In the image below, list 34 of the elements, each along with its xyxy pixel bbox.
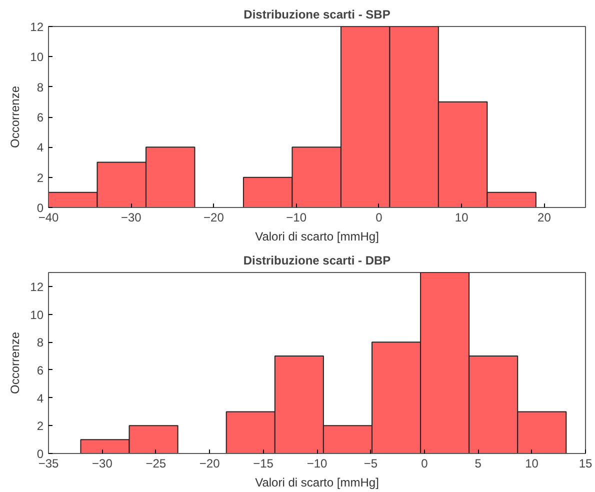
x-tick-label: −20 (204, 210, 224, 224)
x-tick-label: 5 (474, 456, 482, 470)
x-tick-label: −10 (306, 456, 328, 470)
x-tick-label: 0 (376, 210, 383, 224)
x-tick-label: 0 (421, 456, 428, 470)
y-axis-title: Occorrenze (8, 86, 22, 148)
y-tick-label: 12 (30, 280, 44, 294)
chart-title: Distribuzione scarti - SBP (244, 8, 390, 22)
x-axis-title: Valori di scarto [mmHg] (255, 230, 379, 244)
y-tick-label: 10 (30, 308, 44, 322)
y-tick-label: 2 (36, 419, 44, 434)
x-tick-label: −20 (199, 456, 220, 470)
y-tick-label: 6 (36, 363, 44, 378)
y-tick-label: 4 (36, 391, 44, 406)
y-tick-label: 12 (30, 20, 44, 34)
x-tick-label: −15 (253, 456, 274, 470)
x-axis-title: Valori di scarto [mmHg] (255, 476, 379, 490)
y-axis-title: Occorrenze (8, 332, 22, 394)
y-tick-label: 8 (36, 80, 44, 94)
x-tick-label: −25 (146, 456, 166, 470)
x-tick-label: 15 (578, 456, 592, 470)
x-tick-label: 10 (525, 456, 539, 470)
x-tick-label: −5 (364, 456, 378, 470)
y-tick-label: 10 (30, 50, 44, 64)
x-tick-label: 10 (454, 210, 469, 224)
x-tick-label: −30 (92, 456, 113, 470)
x-tick-label: −30 (120, 210, 142, 224)
chart-title: Distribuzione scarti - DBP (243, 254, 391, 268)
y-tick-label: 4 (36, 140, 44, 155)
y-tick-label: 6 (36, 110, 44, 124)
y-tick-label: 2 (36, 170, 44, 185)
x-tick-label: −10 (286, 210, 307, 224)
y-tick-label: 8 (36, 336, 44, 350)
x-tick-label: 20 (538, 210, 552, 224)
